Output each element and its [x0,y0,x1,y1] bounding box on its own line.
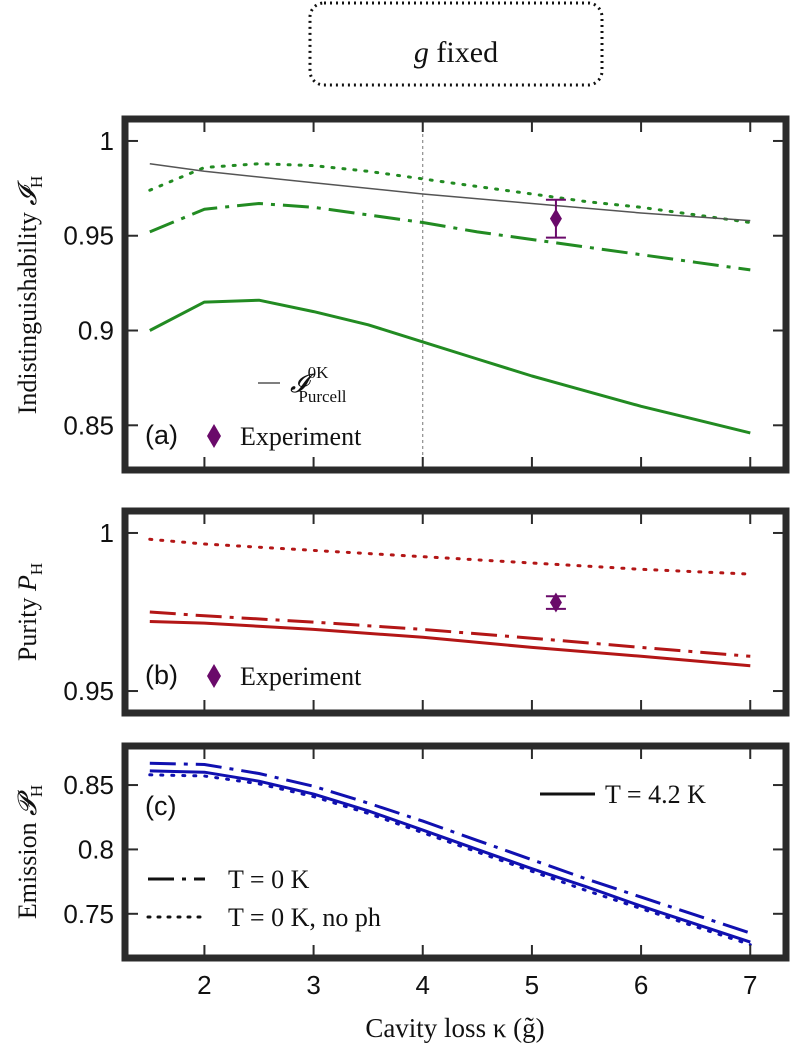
experiment-point [549,208,562,229]
panel-c: Emission 𝓟H 0.75 0.8 0.85 (c) T = 4.2 K T … [13,742,790,962]
title-rest: fixed [429,36,498,69]
legend-experiment-marker-b [207,664,221,688]
y-tick-label: 0.75 [63,899,114,929]
x-tick-label: 6 [634,970,648,1000]
title-box [308,1,604,87]
legend-solid-label: T = 4.2 K [605,780,706,809]
series-line-dotted [148,773,752,947]
ylabel-a: Indistinguishability 𝓘H [13,176,46,415]
title-italic: g [414,36,429,69]
panel-label-c: (c) [145,791,176,821]
plot-area-b [148,514,752,710]
experiment-point [549,592,562,613]
panel-label-a: (a) [145,420,178,450]
legend-purcell-label: 𝓘0K Purcell [290,363,347,406]
frame-b [121,507,790,717]
y-tick-label: 0.9 [78,316,114,346]
x-axis-label: Cavity loss κ (g̃) [365,1013,544,1043]
x-axis-ticks: 2 3 4 5 6 7 [197,970,757,1000]
legend-experiment-label-a: Experiment [240,422,362,451]
legend-dashdot-label: T = 0 K [228,865,310,894]
title: g fixed [414,36,498,69]
series-line-solid [149,298,751,435]
ylabel-b: Purity PH [13,563,46,661]
plot-area-a [148,122,752,467]
x-tick-label: 2 [197,970,211,1000]
panel-label-b: (b) [145,660,178,690]
y-tick-label: 1 [100,126,114,156]
frame-a [121,115,790,474]
series-line-thin [149,162,751,222]
y-tick-label: 0.8 [78,834,114,864]
x-tick-label: 4 [416,970,430,1000]
x-tick-label: 3 [306,970,320,1000]
y-tick-label: 0.85 [63,770,114,800]
series-line-solid [149,620,751,668]
panel-a: Indistinguishability 𝓘H 0.85 0.9 0.95 1 𝓘0K… [13,115,790,474]
series-line-solid [149,769,751,944]
series-line-dotted [148,162,752,224]
series-line-dashdot [149,761,751,935]
frame-c [121,742,790,962]
series-line-dashdot [149,202,751,272]
series-line-dotted [148,537,752,576]
plot-area-c [148,749,752,955]
y-tick-label: 0.95 [63,221,114,251]
y-tick-label: 1 [100,518,114,548]
legend-dotted-label: T = 0 K, no ph [228,903,381,932]
ylabel-c: Emission 𝓟H [13,785,46,919]
series-line-dashdot [149,610,751,658]
legend-experiment-marker-a [207,424,221,448]
panel-b: Purity PH 0.95 1 (b) Experiment [13,507,790,717]
y-tick-label: 0.95 [63,676,114,706]
legend-experiment-label-b: Experiment [240,662,362,691]
x-tick-label: 5 [525,970,539,1000]
y-tick-label: 0.85 [63,410,114,440]
x-tick-label: 7 [743,970,757,1000]
